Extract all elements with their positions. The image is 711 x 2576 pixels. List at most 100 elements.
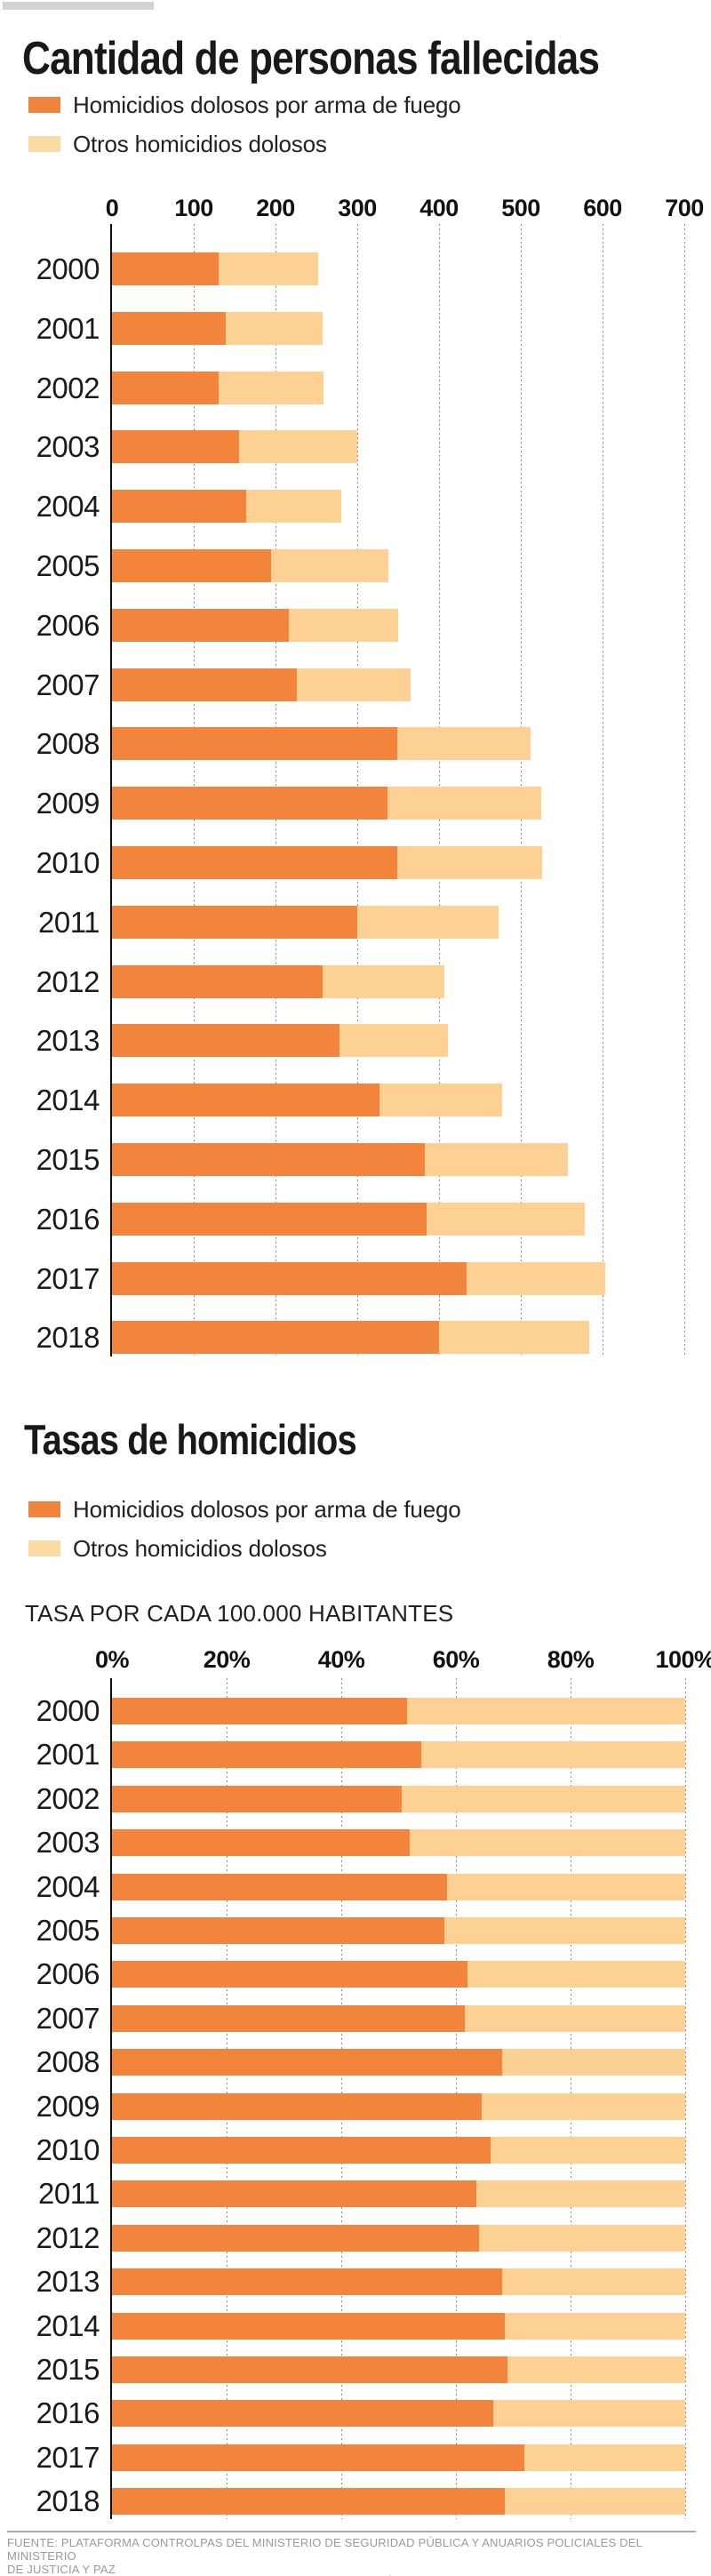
- firearm-bar-segment: [112, 609, 289, 642]
- x-axis-label: 100: [174, 195, 213, 221]
- others-bar-segment: [467, 1262, 605, 1295]
- gridline: [684, 224, 685, 1356]
- others-bar-segment: [271, 549, 388, 582]
- x-axis-label: 700: [665, 195, 704, 221]
- year-label: 2015: [36, 2353, 100, 2386]
- firearm-legend-swatch: [28, 97, 60, 113]
- others-bar-segment: [239, 430, 357, 463]
- firearm-bar-segment: [112, 1084, 379, 1116]
- year-label: 2002: [36, 1782, 100, 1815]
- others-bar-segment: [505, 2313, 685, 2340]
- firearm-bar-segment: [112, 1698, 407, 1724]
- year-label: 2017: [36, 2441, 100, 2474]
- firearm-bar-segment: [112, 1321, 439, 1354]
- firearm-bar-segment: [112, 430, 239, 463]
- year-label: 2018: [36, 1321, 100, 1354]
- others-bar-segment: [402, 1786, 685, 1812]
- year-label: 2001: [36, 312, 100, 345]
- firearm-bar-segment: [112, 965, 323, 998]
- year-label: 2009: [36, 2090, 100, 2123]
- year-label: 2005: [36, 549, 100, 582]
- others-bar-segment: [246, 490, 341, 523]
- year-label: 2000: [36, 252, 100, 285]
- year-label: 2014: [36, 1084, 100, 1116]
- others-bar-segment: [479, 2225, 685, 2252]
- firearm-bar-segment: [112, 2225, 479, 2252]
- firearm-legend-swatch: [28, 1501, 60, 1517]
- others-bar-segment: [467, 1961, 685, 1988]
- others-bar-segment: [219, 252, 318, 285]
- firearm-bar-segment: [112, 668, 297, 701]
- firearm-bar-segment: [112, 1741, 421, 1768]
- firearm-bar-segment: [112, 1262, 467, 1295]
- chart2-legend-item-firearm: Homicidios dolosos por arma de fuego: [28, 1496, 461, 1523]
- year-label: 2016: [36, 1203, 100, 1236]
- firearm-bar-segment: [112, 1829, 410, 1856]
- firearm-bar-segment: [112, 846, 397, 879]
- others-bar-segment: [297, 668, 411, 701]
- x-axis-label: 0%: [94, 1646, 130, 1673]
- others-bar-segment: [410, 1829, 685, 1856]
- firearm-bar-segment: [112, 2444, 524, 2471]
- year-label: 2018: [36, 2484, 100, 2517]
- others-bar-segment: [482, 2093, 685, 2120]
- x-axis-label: 200: [256, 195, 295, 221]
- year-label: 2010: [36, 846, 100, 879]
- firearm-bar-segment: [112, 1874, 447, 1900]
- x-axis-label: 20%: [203, 1646, 251, 1673]
- year-label: 2014: [36, 2309, 100, 2342]
- year-label: 2004: [36, 490, 100, 523]
- firearm-bar-segment: [112, 2180, 476, 2207]
- firearm-bar-segment: [112, 1203, 427, 1236]
- year-label: 2006: [36, 1957, 100, 1990]
- year-label: 2012: [36, 965, 100, 998]
- chart1-legend-item-firearm: Homicidios dolosos por arma de fuego: [28, 92, 461, 118]
- x-axis-label: 0: [105, 195, 119, 221]
- firearm-bar-segment: [112, 1917, 444, 1944]
- x-axis-label: 80%: [547, 1646, 595, 1673]
- others-legend-swatch: [28, 1540, 60, 1556]
- others-bar-segment: [397, 846, 542, 879]
- footer: FUENTE: PLATAFORMA CONTROLPAS DEL MINIST…: [7, 2536, 704, 2576]
- chart1-legend-item-others: Otros homicidios dolosos: [28, 131, 327, 157]
- others-bar-segment: [427, 1203, 585, 1236]
- year-label: 2011: [38, 2177, 100, 2210]
- others-bar-segment: [226, 312, 323, 345]
- others-bar-segment: [357, 906, 499, 939]
- others-bar-segment: [465, 2005, 685, 2032]
- year-label: 2000: [36, 1694, 100, 1727]
- others-bar-segment: [323, 965, 444, 998]
- firearm-bar-segment: [112, 2137, 491, 2164]
- others-bar-segment: [387, 787, 541, 820]
- top-accent-bar: [3, 2, 154, 10]
- others-bar-segment: [476, 2180, 685, 2207]
- source-line-2: DE JUSTICIA Y PAZ: [7, 2562, 116, 2576]
- gridline: [439, 224, 440, 1356]
- year-label: 2007: [36, 2002, 100, 2035]
- others-bar-segment: [505, 2488, 685, 2515]
- year-label: 2015: [36, 1143, 100, 1176]
- firearm-bar-segment: [112, 727, 397, 760]
- gridline: [341, 1678, 342, 2519]
- firearm-bar-segment: [112, 1786, 402, 1812]
- others-bar-segment: [379, 1084, 502, 1116]
- x-axis-label: 40%: [317, 1646, 365, 1673]
- firearm-bar-segment: [112, 2049, 502, 2076]
- year-label: 2016: [36, 2396, 100, 2429]
- year-label: 2003: [36, 430, 100, 463]
- year-label: 2008: [36, 2045, 100, 2078]
- firearm-legend-label: Homicidios dolosos por arma de fuego: [73, 1495, 461, 1523]
- chart2-legend-item-others: Otros homicidios dolosos: [28, 1535, 327, 1562]
- firearm-bar-segment: [112, 312, 226, 345]
- year-label: 2012: [36, 2221, 100, 2254]
- others-bar-segment: [491, 2137, 685, 2164]
- firearm-bar-segment: [112, 906, 357, 939]
- year-label: 2008: [36, 727, 100, 760]
- year-label: 2011: [38, 906, 100, 939]
- others-bar-segment: [493, 2400, 685, 2427]
- firearm-bar-segment: [112, 1024, 340, 1057]
- others-legend-label: Otros homicidios dolosos: [73, 1534, 327, 1562]
- others-bar-segment: [502, 2049, 685, 2076]
